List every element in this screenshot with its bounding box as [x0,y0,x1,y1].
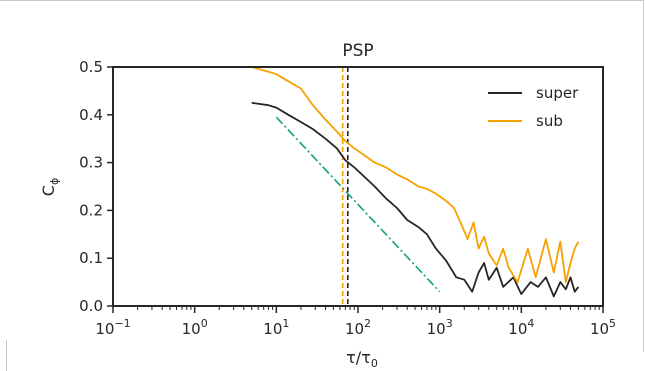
x-tick-label: 10−1 [95,317,130,338]
y-tick-label: 0.5 [79,58,103,76]
legend-label-sub: sub [536,112,563,130]
figure-frame-left-edge [6,340,7,371]
x-axis-label: τ/τ0 [346,348,378,370]
y-tick-label: 0.3 [79,154,103,172]
y-tick-label: 0.0 [79,297,103,315]
x-tick-label: 102 [345,317,371,338]
x-tick-label: 103 [427,317,453,338]
y-tick-label: 0.4 [79,106,103,124]
figure-frame [0,0,644,352]
y-tick-label: 0.2 [79,201,103,219]
x-tick-label: 101 [263,317,289,338]
x-tick-label: 100 [182,317,208,338]
plot-frame [112,66,604,307]
legend-label-super: super [536,84,579,102]
plot-area [251,67,580,306]
series-sub [251,67,580,283]
series-super [251,101,580,298]
axis-ticks: 0.0 0.1 0.2 0.3 0.4 0.5 10−1 100 101 102 103 104 105 [79,58,616,338]
x-tick-label: 105 [590,317,616,338]
legend: super sub [488,84,579,130]
chart-title: PSP [342,41,373,61]
y-axis-label: Cϕ [39,178,61,196]
reference-line-2 [275,116,441,293]
x-tick-label: 104 [508,317,534,338]
y-tick-label: 0.1 [79,249,103,267]
